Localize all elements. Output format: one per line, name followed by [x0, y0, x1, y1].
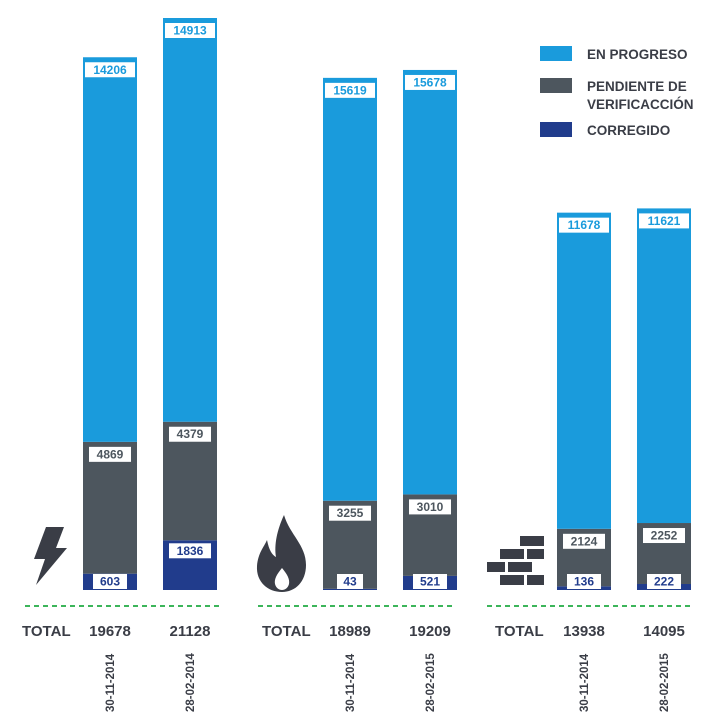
- legend-swatch: [540, 46, 572, 61]
- value-label-box: [405, 74, 455, 90]
- legend-label: EN PROGRESO: [587, 47, 688, 62]
- category-date-label: 30-11-2014: [105, 653, 117, 712]
- legend: EN PROGRESO PENDIENTE DE VERIFICACCIÓN CORR…: [540, 46, 694, 138]
- value-label: 43: [343, 575, 357, 589]
- value-label-box: [409, 499, 451, 515]
- value-label-box: [85, 62, 135, 78]
- bricks-icon: [487, 536, 544, 585]
- value-label: 521: [420, 575, 440, 589]
- bar-segment-corregido: [323, 588, 377, 590]
- value-label-box: [325, 82, 375, 98]
- category-date-label: 30-11-2014: [345, 653, 357, 712]
- category-date-label: 28-02-2014: [185, 653, 197, 712]
- value-label: 3255: [337, 506, 364, 520]
- value-label-box: [643, 528, 685, 544]
- total-value: 14095: [643, 623, 685, 640]
- value-label-box: [169, 543, 211, 559]
- value-label: 11621: [648, 214, 681, 228]
- value-label: 3010: [417, 500, 444, 514]
- lightning-icon: [34, 527, 67, 585]
- value-label: 1836: [177, 544, 204, 558]
- total-value: 13938: [563, 623, 605, 640]
- bar-segment-en_progreso: [403, 69, 457, 495]
- fire-icon: [256, 515, 306, 592]
- value-label: 11678: [568, 218, 601, 232]
- value-label: 603: [100, 575, 120, 589]
- total-value: 19209: [409, 623, 451, 640]
- bar-segment-en_progreso: [83, 57, 137, 442]
- legend-label: CORREGIDO: [587, 123, 670, 138]
- legend-label: PENDIENTE DE: [587, 79, 687, 94]
- value-label-box: [647, 574, 681, 589]
- value-label: 2252: [651, 529, 678, 543]
- value-label-box: [563, 533, 605, 549]
- value-label-box: [567, 574, 601, 589]
- value-label-box: [93, 574, 127, 589]
- bar-segment-en_progreso: [637, 208, 691, 524]
- value-label: 15678: [413, 75, 447, 89]
- category-date-label: 28-02-2015: [425, 653, 437, 712]
- value-label: 2124: [571, 534, 598, 548]
- total-value: 19678: [89, 623, 131, 640]
- category-date-label: 30-11-2014: [579, 653, 591, 712]
- value-label-box: [639, 213, 689, 229]
- bar-segment-en_progreso: [163, 18, 217, 422]
- value-label: 136: [574, 575, 594, 589]
- value-label-box: [559, 217, 609, 233]
- total-label: TOTAL: [262, 623, 311, 640]
- legend-swatch: [540, 122, 572, 137]
- legend-swatch: [540, 78, 572, 93]
- value-label-box: [169, 426, 211, 442]
- bars-layer: [83, 18, 691, 590]
- value-label: 222: [654, 575, 674, 589]
- value-label-box: [413, 574, 447, 589]
- bar-segment-en_progreso: [557, 212, 611, 529]
- bar-segment-pendiente: [83, 441, 137, 574]
- total-label: TOTAL: [22, 623, 71, 640]
- value-label: 4869: [97, 447, 124, 461]
- value-label: 4379: [177, 427, 204, 441]
- bar-segment-en_progreso: [323, 77, 377, 501]
- icons-layer: [34, 515, 544, 592]
- value-label: 14206: [93, 63, 127, 77]
- value-label-box: [337, 574, 363, 589]
- total-label: TOTAL: [495, 623, 544, 640]
- labels-layer: 603 4869 14206 19678 30-11-2014 1836 4379 14913…: [22, 23, 689, 712]
- total-value: 18989: [329, 623, 371, 640]
- value-label-box: [89, 446, 131, 462]
- value-label-box: [165, 23, 215, 38]
- legend-label-line2: VERIFICACCIÓN: [587, 97, 694, 112]
- value-label: 14913: [173, 24, 207, 38]
- category-date-label: 28-02-2015: [659, 653, 671, 712]
- value-label-box: [329, 505, 371, 521]
- total-value: 21128: [170, 623, 211, 640]
- value-label: 15619: [333, 83, 367, 97]
